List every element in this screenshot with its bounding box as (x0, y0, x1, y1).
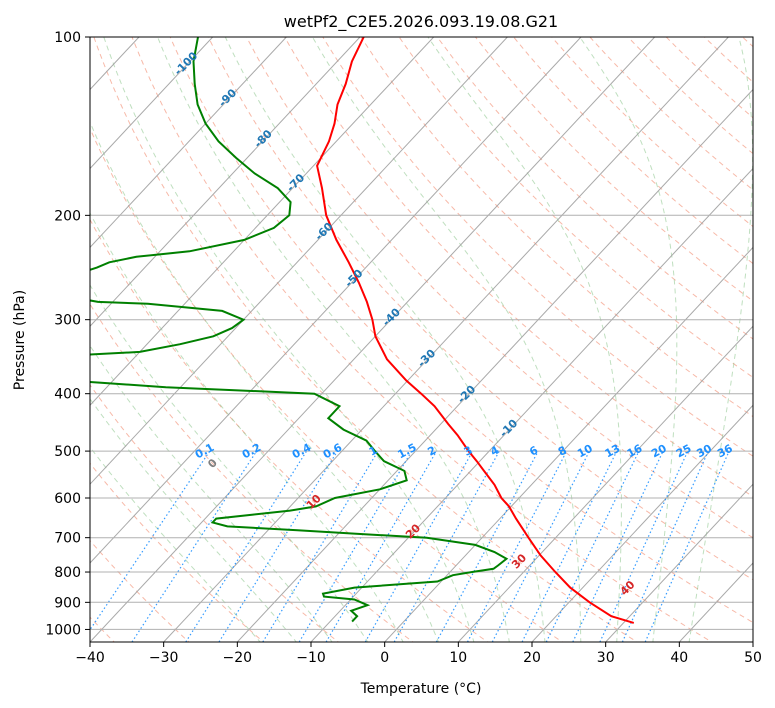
dry-adiabat-line (90, 218, 489, 642)
isotherm-line (90, 37, 656, 642)
isotherm-line (384, 246, 753, 642)
y-tick-label: 600 (54, 491, 81, 507)
moist-adiabat-line (90, 120, 440, 642)
isotherm-line (531, 404, 753, 642)
isotherm-line (163, 37, 729, 642)
isotherm-line (90, 37, 287, 249)
isotherm-line (90, 37, 435, 406)
x-tick-label: 0 (380, 650, 389, 666)
dry-adiabat-line (245, 37, 753, 539)
isotherm-line (90, 37, 361, 328)
mixing-ratio-label: 16 (625, 442, 645, 461)
moist-adiabat-line (157, 37, 510, 642)
axes: −40 −30 −20 −10 0 10 20 30 40 50 1000 900 800 700 600 5… (45, 30, 762, 666)
moist-adiabat-line (688, 37, 753, 642)
y-tick-label: 700 (54, 531, 81, 547)
isotherm-line (457, 325, 753, 642)
mixing-ratio-line (262, 450, 379, 642)
temperature-profile-line (316, 37, 635, 624)
y-tick-label: 400 (54, 387, 81, 403)
dry-adiabat-line (90, 384, 340, 642)
y-tick-label: 100 (54, 30, 81, 46)
isotherm-line (310, 167, 753, 642)
isotherm-line (90, 37, 582, 564)
mixing-ratio-label: 20 (649, 442, 669, 461)
plot-frame (89, 36, 754, 643)
x-tick-label: −30 (149, 650, 179, 666)
chart-title: wetPf2_C2E5.2026.093.19.08.G21 (284, 12, 558, 32)
x-tick-label: −40 (75, 650, 105, 666)
mixing-ratio-line (325, 450, 438, 642)
dewpoint-profile-line (90, 37, 509, 623)
x-tick-label: −20 (223, 650, 253, 666)
dry-adiabat-line (589, 37, 753, 191)
dry-adiabat-line (90, 539, 190, 642)
moist-adiabat-line (90, 212, 404, 642)
y-tick-label: 500 (54, 444, 81, 460)
mixing-ratio-line (599, 450, 689, 642)
mixing-ratio-line (364, 450, 474, 642)
x-tick-label: −10 (296, 650, 326, 666)
dry-adiabat-line (627, 37, 753, 155)
x-tick-label: 40 (670, 650, 688, 666)
dry-adiabat-line (551, 37, 753, 228)
background-lines (0, 37, 753, 642)
isotherm-line (236, 88, 753, 642)
moist-adiabat-line (103, 37, 475, 642)
x-tick-label: 50 (744, 650, 762, 666)
dry-adiabat-line (93, 37, 639, 642)
y-tick-label: 200 (54, 208, 81, 224)
dry-adiabat-line (131, 37, 713, 642)
mixing-ratio-label: 36 (715, 442, 735, 461)
dry-adiabat-line (284, 37, 753, 498)
mixing-ratio-line (185, 450, 308, 642)
y-tick-label: 300 (54, 313, 81, 329)
isotherm-line (90, 37, 214, 170)
isotherm-line (605, 483, 753, 642)
dry-adiabat-line (207, 37, 753, 581)
y-tick-label: 1000 (45, 622, 81, 638)
isotherm-line (752, 641, 753, 642)
isotherm-line (90, 37, 508, 485)
x-tick-label: 30 (597, 650, 615, 666)
moist-adiabat-line (579, 37, 678, 642)
mixing-ratio-line (621, 450, 709, 642)
y-axis-title: Pressure (hPa) (12, 290, 28, 390)
x-axis-title: Temperature (°C) (360, 681, 482, 697)
mixing-ratio-line (298, 450, 413, 642)
mixing-ratio-label: 25 (674, 442, 694, 461)
x-tick-label: 20 (523, 650, 541, 666)
mixing-ratio-label: 10 (575, 442, 595, 461)
mixing-ratio-line (393, 450, 500, 642)
mixing-ratio-line (644, 450, 730, 642)
y-tick-label: 900 (54, 595, 81, 611)
profile-lines (90, 37, 635, 624)
isotherm-line (0, 37, 65, 642)
x-tick-label: 10 (449, 650, 467, 666)
moist-adiabat-line (90, 446, 261, 642)
mixing-ratio-line (435, 450, 539, 642)
moist-adiabat-line (427, 37, 622, 642)
moist-adiabat-line (90, 398, 297, 642)
moist-adiabat-line (90, 284, 369, 642)
plot-background (90, 37, 753, 642)
y-tick-label: 800 (54, 565, 81, 581)
mixing-ratio-line (218, 450, 338, 642)
mixing-ratio-label: 13 (603, 442, 623, 461)
mixing-ratio-line (545, 450, 640, 642)
mixing-ratio-label: 30 (694, 442, 714, 461)
